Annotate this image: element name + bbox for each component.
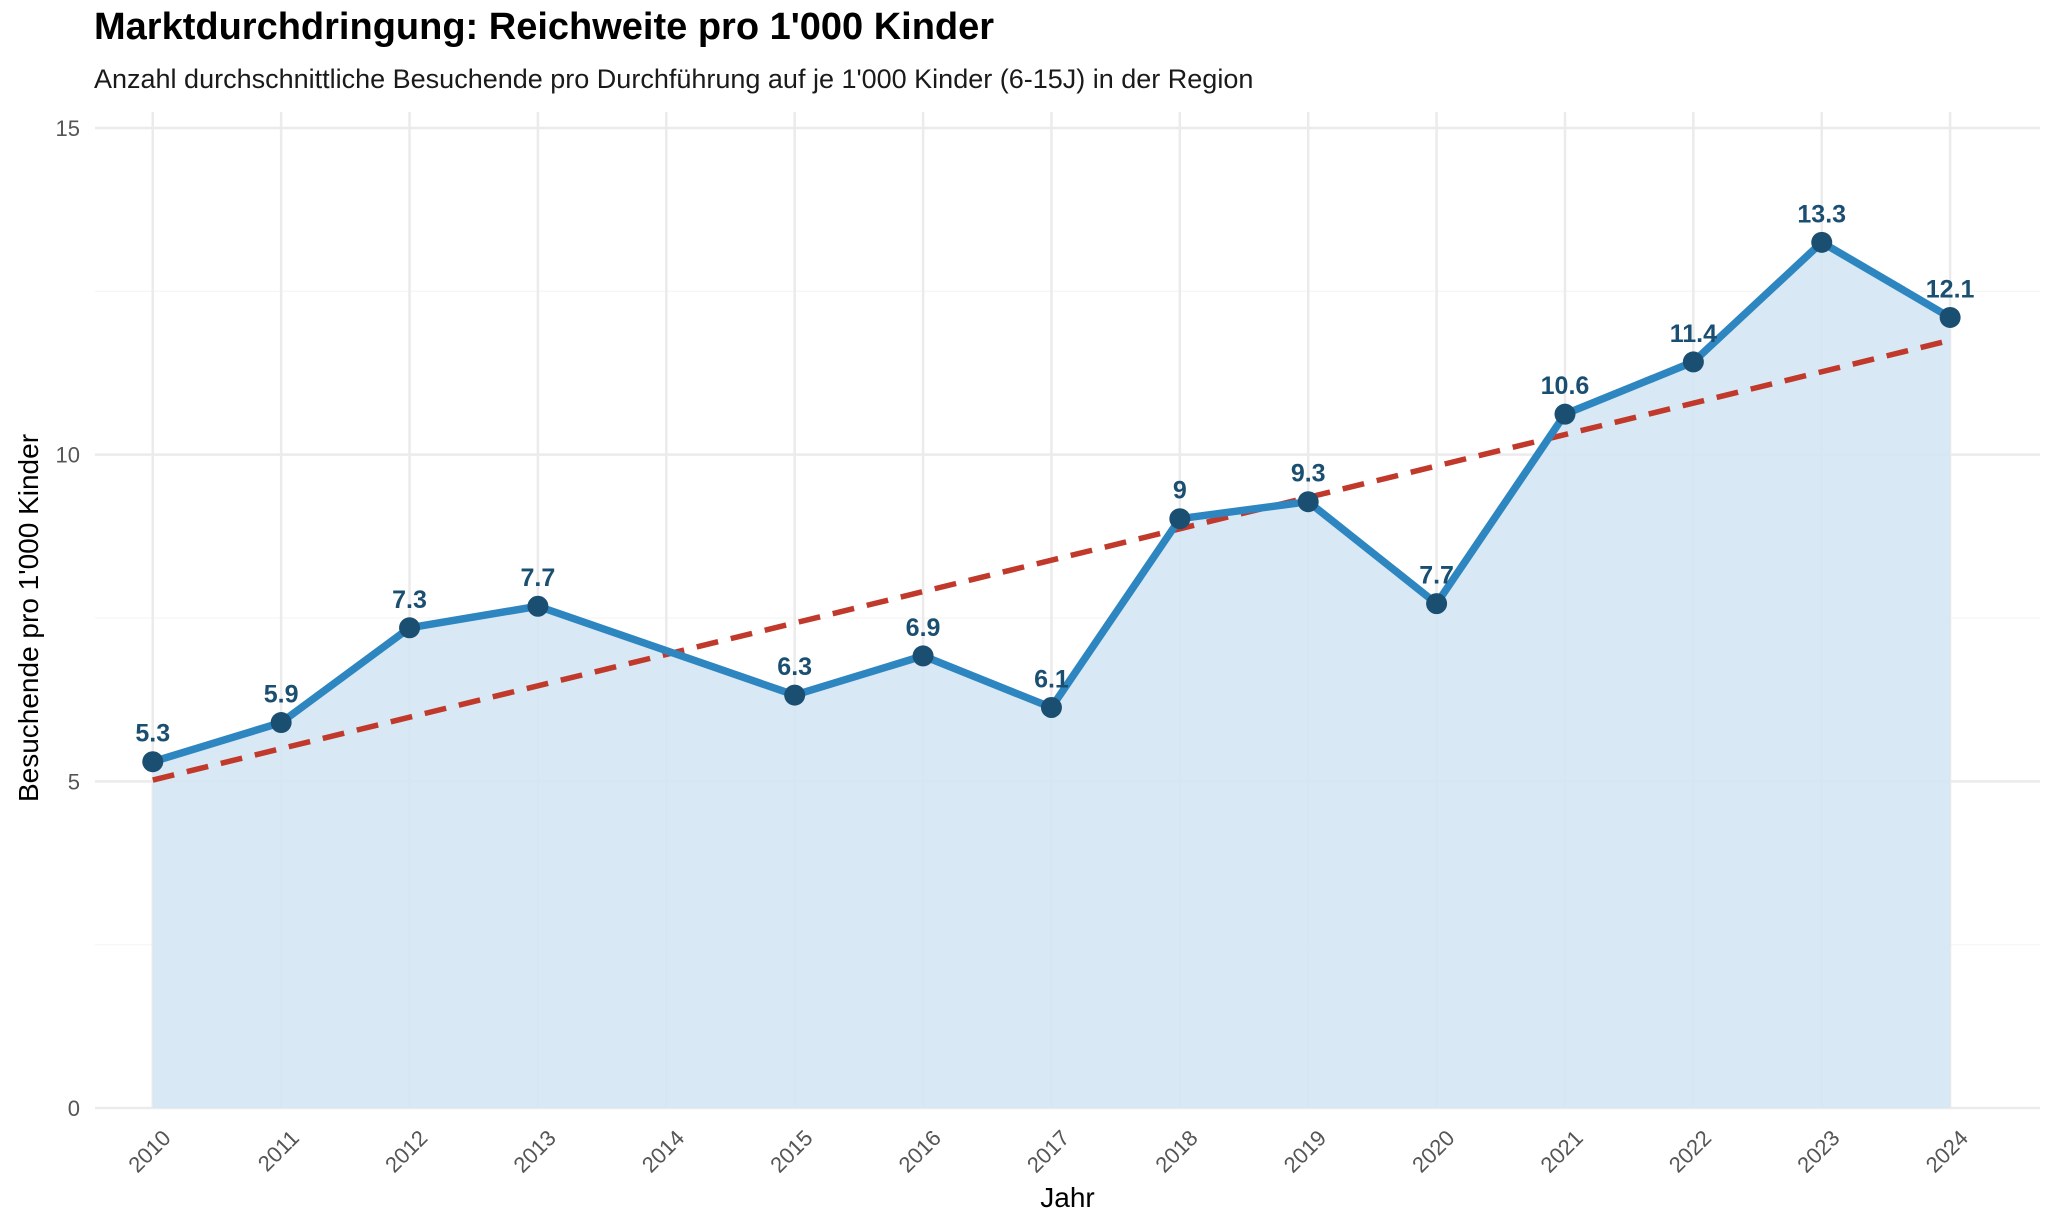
x-tick-label: 2017 (1022, 1125, 1074, 1177)
data-label: 6.1 (1034, 666, 1069, 694)
data-point (1939, 306, 1961, 328)
x-tick-label: 2016 (894, 1125, 946, 1177)
data-point (1426, 593, 1448, 615)
y-axis-title: Besuchende pro 1'000 Kinder (13, 434, 44, 802)
x-tick-label: 2024 (1921, 1125, 1973, 1177)
area-fill (152, 242, 1951, 1109)
data-label: 9 (1173, 477, 1187, 505)
data-label: 13.3 (1797, 200, 1846, 228)
data-label: 9.3 (1291, 460, 1326, 488)
data-label: 6.3 (777, 653, 812, 681)
x-tick-label: 2010 (123, 1125, 175, 1177)
x-tick-label: 2012 (380, 1125, 432, 1177)
x-tick-label: 2011 (253, 1125, 304, 1176)
x-tick-label: 2020 (1407, 1125, 1459, 1177)
data-labels: 5.3 5.9 7.3 7.7 6.3 6.9 6.1 9 9.3 7.7 10.6 11.4 13.3… (135, 200, 1974, 747)
data-point (1040, 697, 1062, 719)
x-tick-label: 2019 (1279, 1125, 1331, 1177)
data-label: 12.1 (1926, 275, 1975, 303)
data-label: 10.6 (1541, 372, 1590, 400)
trend-line-path (152, 337, 1951, 783)
chart-title: Marktdurchdringung: Reichweite pro 1'000… (94, 6, 995, 48)
x-tick-label: 2018 (1150, 1125, 1202, 1177)
data-label: 7.7 (1419, 562, 1454, 590)
data-point (142, 751, 164, 773)
data-point (1554, 403, 1576, 425)
x-tick-label: 2014 (637, 1125, 689, 1177)
data-point (399, 617, 421, 639)
series-line (149, 238, 1954, 766)
data-label: 5.3 (135, 720, 170, 748)
x-tick-label: 2021 (1536, 1125, 1588, 1177)
data-label: 6.9 (906, 614, 941, 642)
series-line-path (149, 238, 1954, 766)
y-tick-label: 10 (56, 443, 80, 468)
data-label: 5.9 (264, 681, 299, 709)
area-fill-path (152, 242, 1951, 1109)
data-label: 11.4 (1670, 320, 1717, 348)
data-point (1169, 508, 1191, 530)
data-point (527, 595, 549, 617)
data-point (1297, 491, 1319, 513)
data-points (142, 231, 1961, 773)
data-point (912, 645, 934, 667)
x-tick-label: 2015 (765, 1125, 817, 1177)
data-point (784, 684, 806, 706)
x-axis-title: Jahr (1040, 1182, 1094, 1213)
data-point (1811, 231, 1833, 253)
y-tick-label: 15 (56, 116, 80, 141)
data-point (1682, 351, 1704, 373)
data-label: 7.3 (392, 586, 427, 614)
x-tick-label: 2022 (1664, 1125, 1716, 1177)
data-label: 7.7 (521, 564, 556, 592)
x-axis-ticks: 2010 2011 2012 2013 2014 2015 2016 2017 2018 2019… (123, 1125, 1973, 1177)
chart-subtitle: Anzahl durchschnittliche Besuchende pro … (94, 64, 1254, 94)
y-tick-label: 5 (68, 769, 80, 794)
y-axis-ticks: 0 5 10 15 (56, 116, 80, 1121)
x-tick-label: 2013 (508, 1125, 560, 1177)
x-tick-label: 2023 (1792, 1125, 1844, 1177)
y-tick-label: 0 (68, 1096, 80, 1121)
trend-line (152, 337, 1951, 783)
data-point (270, 712, 292, 734)
